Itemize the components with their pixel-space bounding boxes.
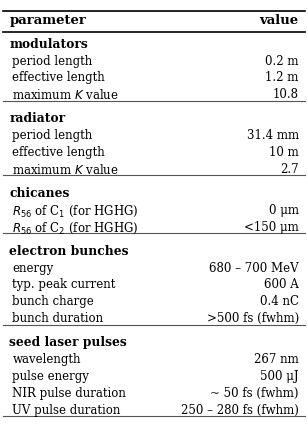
Text: radiator: radiator xyxy=(9,112,65,125)
Text: 0.2 m: 0.2 m xyxy=(265,55,299,67)
Text: modulators: modulators xyxy=(9,38,88,51)
Text: pulse energy: pulse energy xyxy=(12,370,89,383)
Text: effective length: effective length xyxy=(12,71,105,84)
Text: 0.4 nC: 0.4 nC xyxy=(260,295,299,308)
Text: 10.8: 10.8 xyxy=(273,88,299,101)
Text: 10 m: 10 m xyxy=(269,146,299,159)
Text: seed laser pulses: seed laser pulses xyxy=(9,336,127,349)
Text: 680 – 700 MeV: 680 – 700 MeV xyxy=(209,262,299,274)
Text: 500 μJ: 500 μJ xyxy=(260,370,299,383)
Text: period length: period length xyxy=(12,129,93,142)
Text: value: value xyxy=(260,14,299,27)
Text: $R_{56}$ of C$_2$ (for HGHG): $R_{56}$ of C$_2$ (for HGHG) xyxy=(12,221,139,236)
Text: 0 μm: 0 μm xyxy=(269,204,299,217)
Text: electron bunches: electron bunches xyxy=(9,245,129,258)
Text: wavelength: wavelength xyxy=(12,353,81,366)
Text: 31.4 mm: 31.4 mm xyxy=(247,129,299,142)
Text: effective length: effective length xyxy=(12,146,105,159)
Text: bunch duration: bunch duration xyxy=(12,312,103,325)
Text: 1.2 m: 1.2 m xyxy=(265,71,299,84)
Text: maximum $K$ value: maximum $K$ value xyxy=(12,163,119,177)
Text: parameter: parameter xyxy=(9,14,86,27)
Text: UV pulse duration: UV pulse duration xyxy=(12,404,121,416)
Text: typ. peak current: typ. peak current xyxy=(12,278,116,291)
Text: period length: period length xyxy=(12,55,93,67)
Text: maximum $K$ value: maximum $K$ value xyxy=(12,88,119,103)
Text: 2.7: 2.7 xyxy=(280,163,299,176)
Text: 600 A: 600 A xyxy=(264,278,299,291)
Text: NIR pulse duration: NIR pulse duration xyxy=(12,387,126,400)
Text: 250 – 280 fs (fwhm): 250 – 280 fs (fwhm) xyxy=(181,404,299,416)
Text: chicanes: chicanes xyxy=(9,187,70,200)
Text: 267 nm: 267 nm xyxy=(254,353,299,366)
Text: <150 μm: <150 μm xyxy=(244,221,299,234)
Text: bunch charge: bunch charge xyxy=(12,295,94,308)
Text: ~ 50 fs (fwhm): ~ 50 fs (fwhm) xyxy=(210,387,299,400)
Text: >500 fs (fwhm): >500 fs (fwhm) xyxy=(206,312,299,325)
Text: energy: energy xyxy=(12,262,54,274)
Text: $R_{56}$ of C$_1$ (for HGHG): $R_{56}$ of C$_1$ (for HGHG) xyxy=(12,204,139,219)
